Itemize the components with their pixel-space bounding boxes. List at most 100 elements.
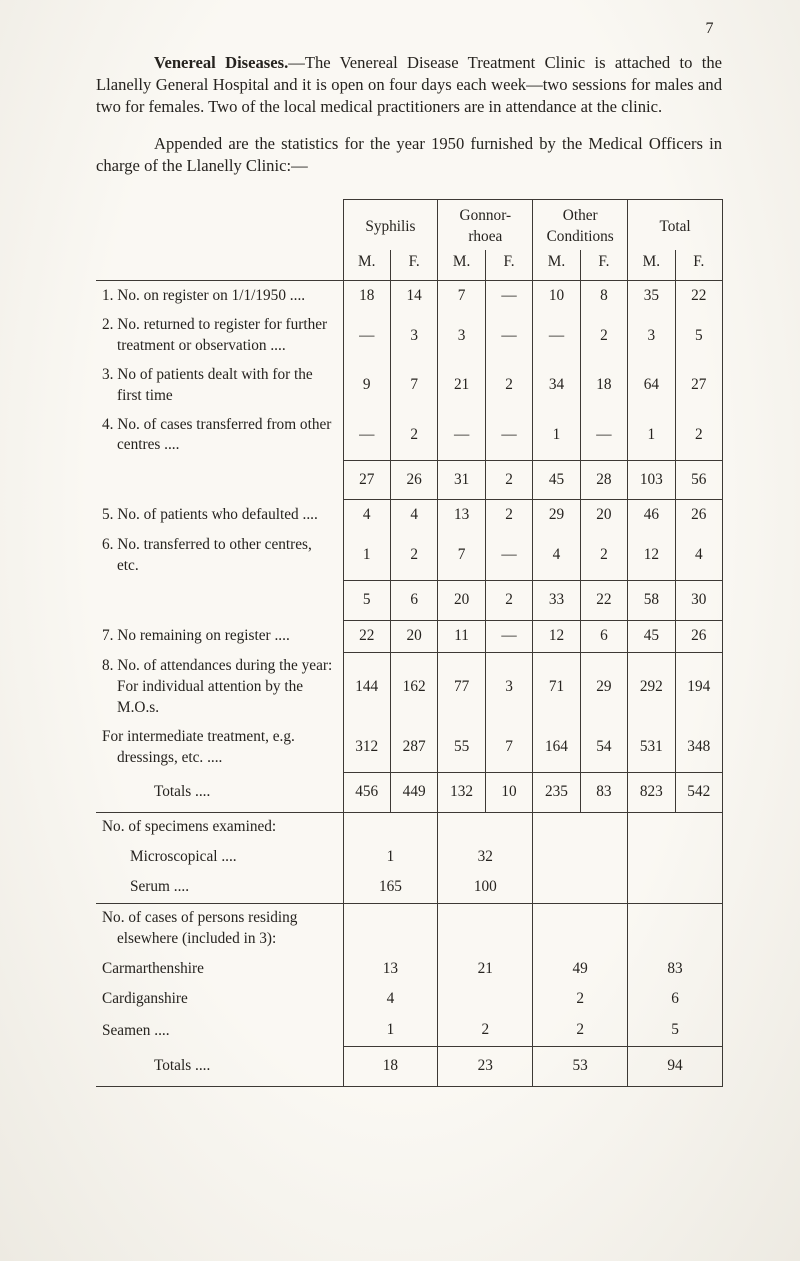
value-cell: — xyxy=(342,311,391,361)
value-cell: 164 xyxy=(532,722,581,773)
sex-header-row: M. F. M. F. M. F. M. F. xyxy=(96,249,724,281)
sex-header-f: F. xyxy=(579,249,628,281)
totals-label: Totals .... xyxy=(96,772,343,813)
col-group-other-conditions: Other Conditions xyxy=(532,199,628,250)
value-cell: 77 xyxy=(437,652,486,723)
value-cell: 45 xyxy=(627,620,676,653)
value-cell: 2 xyxy=(484,360,533,411)
value-cell: 4 xyxy=(674,531,724,581)
row-label xyxy=(96,581,343,621)
totals-label: Totals .... xyxy=(96,1046,343,1087)
value-cell: — xyxy=(437,410,486,461)
value-cell: 8 xyxy=(579,280,628,312)
subtotal-cell: 33 xyxy=(532,580,581,622)
elsewhere-section: No. of cases of persons residing elsewhe… xyxy=(96,903,723,1087)
value-cell: 13 xyxy=(342,953,438,985)
sex-header-m: M. xyxy=(532,249,581,281)
table-row: 8. No. of attendances during the year: F… xyxy=(96,652,724,723)
total-cell: 823 xyxy=(627,772,676,813)
value-cell: 20 xyxy=(579,499,628,532)
value-cell: 12 xyxy=(532,620,581,653)
value-cell: 348 xyxy=(674,722,724,773)
value-cell: 20 xyxy=(389,620,438,653)
label-column-header xyxy=(96,199,343,281)
subtotal-cell: 6 xyxy=(389,580,438,622)
value-cell: 2 xyxy=(674,410,724,461)
value-cell: 2 xyxy=(484,499,533,532)
value-cell: 1 xyxy=(532,410,581,461)
value-cell: 312 xyxy=(342,722,391,773)
value-cell: 144 xyxy=(342,652,391,723)
sex-header-f: F. xyxy=(674,249,724,281)
row-label: 8. No. of attendances during the year: F… xyxy=(102,657,333,717)
row-label: 2. No. returned to register for further … xyxy=(102,316,328,355)
section-heading: No. of cases of persons residing elsewhe… xyxy=(102,909,298,947)
value-cell: 49 xyxy=(532,953,628,985)
elsewhere-heading-row: No. of cases of persons residing elsewhe… xyxy=(96,903,723,954)
table-header: Syphilis Gonnor- rhoea Other Conditions … xyxy=(96,199,724,281)
table-row: For intermediate treatment, e.g. dressin… xyxy=(96,722,724,773)
totals-row: Totals .... 18 23 53 94 xyxy=(96,1046,723,1087)
table-row: 6. No. transferred to other centres, etc… xyxy=(96,531,724,581)
value-cell: 14 xyxy=(389,280,438,312)
value-cell: 10 xyxy=(532,280,581,312)
sex-header-f: F. xyxy=(389,249,438,281)
value-cell: 64 xyxy=(627,360,676,411)
value-cell: 3 xyxy=(437,311,486,361)
value-cell: — xyxy=(342,410,391,461)
value-cell: 2 xyxy=(532,1015,628,1047)
value-cell: — xyxy=(484,531,533,581)
row-label: 5. No. of patients who defaulted .... xyxy=(102,506,318,524)
total-cell: 53 xyxy=(532,1046,628,1087)
page-number: 7 xyxy=(705,20,714,37)
total-cell: 94 xyxy=(627,1046,723,1087)
total-cell: 449 xyxy=(389,772,438,813)
value-cell: 13 xyxy=(437,499,486,532)
sex-header-m: M. xyxy=(627,249,676,281)
value-cell: 5 xyxy=(674,311,724,361)
section-heading: No. of specimens examined: xyxy=(102,817,277,835)
total-cell: 542 xyxy=(674,772,724,813)
subtotal-cell: 103 xyxy=(627,459,676,501)
value-cell xyxy=(627,841,723,873)
value-cell: 4 xyxy=(342,984,438,1016)
value-cell: 194 xyxy=(674,652,724,723)
sex-header-m: M. xyxy=(437,249,486,281)
value-cell: 5 xyxy=(627,1015,723,1047)
value-cell: 7 xyxy=(389,360,438,411)
value-cell: 55 xyxy=(437,722,486,773)
table-row: 2. No. returned to register for further … xyxy=(96,311,724,361)
value-cell xyxy=(532,841,628,873)
subtotal-cell: 20 xyxy=(437,580,486,622)
col-group-total: Total xyxy=(627,199,723,250)
value-cell: 29 xyxy=(532,499,581,532)
document-page: 7 Venereal Diseases.—The Venereal Diseas… xyxy=(96,20,724,1087)
value-cell: 7 xyxy=(437,280,486,312)
row-label: Serum .... xyxy=(96,872,343,905)
table-row: 1. No. on register on 1/1/1950 .... 18 1… xyxy=(96,280,724,312)
value-cell: 7 xyxy=(484,722,533,773)
value-cell: — xyxy=(532,311,581,361)
subtotal-cell: 45 xyxy=(532,459,581,501)
value-cell: 292 xyxy=(627,652,676,723)
value-cell: 100 xyxy=(437,872,533,905)
value-cell: 21 xyxy=(437,360,486,411)
subtotal-cell: 58 xyxy=(627,580,676,622)
value-cell: 1 xyxy=(342,1015,438,1047)
value-cell: 35 xyxy=(627,280,676,312)
value-cell: 18 xyxy=(579,360,628,411)
row-label: 4. No. of cases transferred from other c… xyxy=(102,415,332,454)
value-cell: 4 xyxy=(342,499,391,532)
value-cell xyxy=(342,903,438,954)
row-label: Microscopical .... xyxy=(130,847,237,865)
subtotal-cell: 5 xyxy=(342,580,391,622)
row-label: 1. No. on register on 1/1/1950 .... xyxy=(102,286,306,304)
row-label: Cardiganshire xyxy=(102,990,188,1008)
row-label: 3. No of patients dealt with for the fir… xyxy=(102,365,313,404)
value-cell: 46 xyxy=(627,499,676,532)
value-cell: 165 xyxy=(342,872,438,905)
value-cell xyxy=(532,903,628,954)
subtotal-cell: 2 xyxy=(484,459,533,501)
totals-row: Totals .... 456 449 132 10 235 83 823 54… xyxy=(96,772,724,813)
subtotal-cell: 28 xyxy=(579,459,628,501)
